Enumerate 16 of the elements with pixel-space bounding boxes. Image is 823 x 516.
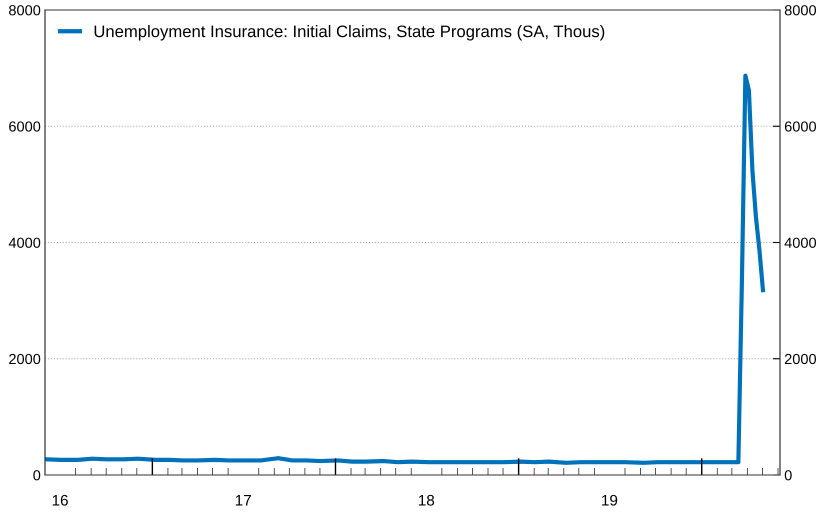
- y-tick-label: 8000: [9, 5, 40, 16]
- line-series: [45, 74, 766, 465]
- x-tick-label: 17: [236, 495, 251, 506]
- y2-tick-label: 0: [784, 470, 792, 480]
- y2-tick-label: 4000: [784, 238, 816, 248]
- y-tick-label: 4000: [8, 238, 40, 248]
- x-tick-label: 18: [418, 494, 434, 506]
- y-tick-label: 0: [33, 470, 40, 480]
- legend-label: Unemployment Insurance: Initial Claims, State Programs (SA, Thous): [94, 25, 604, 41]
- y-tick-label: 6000: [9, 121, 40, 132]
- x-tick-label: 16: [52, 494, 68, 506]
- x-tick-label: 19: [602, 494, 618, 506]
- y2-tick-label: 6000: [784, 121, 816, 132]
- y-tick-label: 2000: [9, 354, 40, 364]
- y2-tick-label: 2000: [784, 354, 816, 364]
- y2-tick-label: 8000: [784, 5, 816, 16]
